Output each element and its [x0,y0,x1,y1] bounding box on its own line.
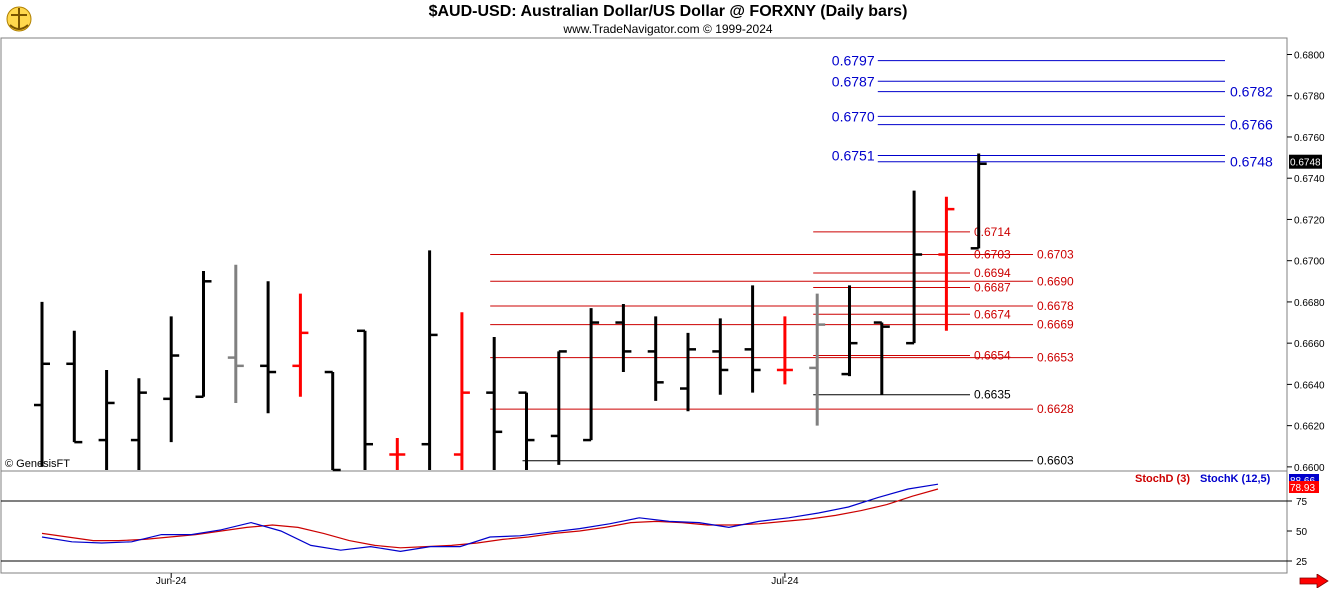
chart-frame [0,37,1335,574]
price-level-label: 0.6669 [1037,318,1074,332]
ohlc-bar [34,301,50,467]
ohlc-bar [66,330,83,444]
ohlc-bar [389,438,406,470]
ohlc-bar [486,336,503,470]
ohlc-bar [583,308,600,442]
price-level-label: 0.6714 [974,225,1011,239]
price-level-label: 0.6674 [974,307,1011,321]
price-levels: 0.6797 0.6787 0.6782 0.6770 0.6766 0.6751 0.67… [490,53,1273,468]
osc-tick-label: 25 [1296,557,1308,568]
ohlc-bar [744,285,761,393]
last-price-label: 0.6748 [1290,158,1321,169]
ohlc-bar [130,378,147,470]
x-tick-label: Jun-24 [156,576,187,587]
price-level-label: 0.6690 [1037,274,1074,288]
price-level-label: 0.6782 [1230,84,1273,100]
ohlc-bar [227,264,244,403]
y-tick-label: 0.6720 [1294,215,1325,226]
scroll-right-arrow-icon[interactable] [1299,574,1329,588]
price-level-label: 0.6678 [1037,299,1074,313]
y-tick-label: 0.6620 [1294,422,1325,433]
price-level-label: 0.6703 [1037,248,1074,262]
stochk-line [41,483,939,553]
osc-tick-label: 50 [1296,527,1308,538]
osc-legend-item: StochD (3) [1135,473,1190,485]
trade-navigator-logo [4,3,34,35]
ohlc-bar [809,293,826,426]
price-level-label: 0.6603 [1037,454,1074,468]
ohlc-bar [841,285,858,377]
price-level-label: 0.6694 [974,266,1011,280]
y-tick-label: 0.6800 [1294,50,1325,61]
y-tick-label: 0.6700 [1294,257,1325,268]
price-level-label: 0.6628 [1037,402,1074,416]
price-level-label: 0.6654 [974,349,1011,363]
ohlc-bar [970,153,987,250]
price-level-label: 0.6797 [832,53,875,69]
osc-last-value: 78.93 [1290,483,1315,494]
y-tick-label: 0.6760 [1294,133,1325,144]
ohlc-bar [453,312,470,470]
x-tick-label: Jul-24 [771,576,799,587]
ohlc-bar [260,281,277,414]
price-level-label: 0.6635 [974,388,1011,402]
ohlc-bar [324,370,341,472]
x-axis: Jun-24 Jul-24 [156,573,799,587]
ohlc-bar [712,318,729,395]
price-level-label: 0.6787 [832,73,875,89]
ohlc-bar [776,316,793,385]
price-level-label: 0.6770 [832,108,875,124]
y-tick-label: 0.6780 [1294,92,1325,103]
last-price-box [1289,154,1322,169]
ohlc-bar [680,332,696,412]
ohlc-bar [195,270,212,399]
price-level-label: 0.6687 [974,280,1011,294]
ohlc-bar [292,293,309,397]
y-tick-label: 0.6740 [1294,174,1325,185]
y-tick-label: 0.6600 [1294,463,1325,474]
watermark: © GenesisFT [5,458,70,470]
price-level-label: 0.6653 [1037,351,1074,365]
osc-last-value-box [1289,481,1319,493]
ohlc-bar [98,369,115,470]
price-level-label: 0.6751 [832,148,875,164]
y-tick-label: 0.6660 [1294,339,1325,350]
ohlc-bar [357,329,373,470]
price-level-label: 0.6748 [1230,154,1273,170]
ohlc-bar [906,190,923,345]
price-bars [34,153,987,472]
ohlc-bar [938,196,955,331]
osc-legend-item: StochK (12,5) [1200,473,1271,485]
ohlc-bar [163,316,180,443]
chart-header: $AUD-USD: Australian Dollar/US Dollar @ … [0,0,1336,37]
chart-title: $AUD-USD: Australian Dollar/US Dollar @ … [428,3,908,20]
ohlc-bar [518,391,535,470]
y-axis: 0.6600 0.6620 0.6640 0.6660 0.6680 0.6700 0.67… [1287,50,1325,474]
ohlc-bar [550,350,567,465]
price-level-label: 0.6766 [1230,117,1273,133]
ohlc-bar [873,321,890,395]
ohlc-bar [647,316,664,401]
ohlc-bar [421,250,438,470]
y-tick-label: 0.6640 [1294,380,1325,391]
osc-tick-label: 75 [1296,497,1308,508]
ohlc-bar [615,303,632,373]
y-tick-label: 0.6680 [1294,298,1325,309]
chart-subtitle: www.TradeNavigator.com © 1999-2024 [563,22,773,36]
